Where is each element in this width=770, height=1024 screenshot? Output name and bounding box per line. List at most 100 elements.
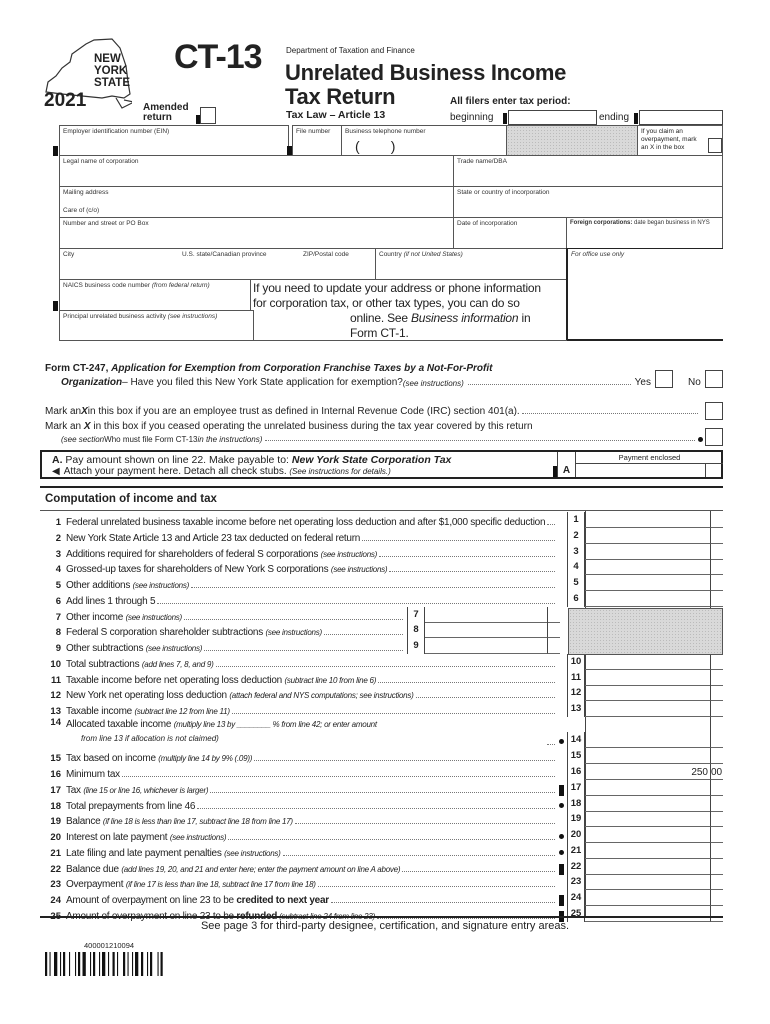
line-16-cents-input[interactable]: 00 xyxy=(710,764,723,780)
line-8-amount-input[interactable] xyxy=(425,622,547,639)
line-1-amount-input[interactable] xyxy=(585,512,710,528)
file-number-field[interactable]: File number xyxy=(292,125,342,156)
line-1-cents-input[interactable] xyxy=(710,512,723,528)
principal-activity-field[interactable]: Principal unrelated business activity (s… xyxy=(59,310,254,341)
line-14-cents-input[interactable] xyxy=(710,732,723,749)
dot-marker xyxy=(698,437,703,442)
foreign-corp-date-field[interactable]: Foreign corporations: date began busines… xyxy=(566,217,723,249)
line-3-amount-input[interactable] xyxy=(585,544,710,560)
line-18-amount-input[interactable] xyxy=(585,796,710,812)
line-5-amount-input[interactable] xyxy=(585,575,710,591)
notice-3a: online. See xyxy=(350,311,411,325)
line-25-amount-input[interactable] xyxy=(585,906,710,922)
date-of-incorporation-field[interactable]: Date of incorporation xyxy=(453,217,567,249)
barcode-bar xyxy=(54,952,58,976)
employee-trust-checkbox[interactable] xyxy=(705,402,723,420)
line-box-number: 2 xyxy=(567,527,585,544)
line-15-cents-input[interactable] xyxy=(710,748,723,765)
line-12-cents-input[interactable] xyxy=(710,685,723,702)
line-21-amount-input[interactable] xyxy=(585,843,710,859)
scan-marker xyxy=(53,146,58,156)
period-beginning-input[interactable] xyxy=(508,110,597,125)
line-13-amount-input[interactable] xyxy=(585,701,710,717)
ceased-operating-checkbox[interactable] xyxy=(705,428,723,446)
line-2-cents-input[interactable] xyxy=(710,527,723,544)
line-8-row: 8 Federal S corporation shareholder subtr… xyxy=(45,622,723,639)
payment-amount-input[interactable] xyxy=(576,464,706,477)
line-10-amount-input[interactable] xyxy=(585,654,710,670)
line-6-amount-input[interactable] xyxy=(585,591,710,607)
line-21-cents-input[interactable] xyxy=(710,842,723,859)
line-11-amount-input[interactable] xyxy=(585,670,710,686)
period-ending-input[interactable] xyxy=(639,110,723,125)
line-7-cents-input[interactable] xyxy=(547,606,560,623)
city-state-zip-field[interactable]: City U.S. state/Canadian province ZIP/Po… xyxy=(59,248,376,280)
line-4-amount-input[interactable] xyxy=(585,559,710,576)
line-3-cents-input[interactable] xyxy=(710,543,723,560)
line-15-amount-input[interactable] xyxy=(585,748,710,765)
street-field[interactable]: Number and street or PO Box xyxy=(59,217,454,249)
line-18-cents-input[interactable] xyxy=(710,795,723,812)
line-17-cents-input[interactable] xyxy=(710,779,723,796)
line-8-cents-input[interactable] xyxy=(547,622,560,639)
notice-line-2: for corporation tax, or other tax types,… xyxy=(253,296,520,310)
line-13-cents-input[interactable] xyxy=(710,701,723,717)
payment-box: A. Pay amount shown on line 22. Make pay… xyxy=(40,450,723,479)
line-19-amount-input[interactable] xyxy=(585,811,710,828)
address-update-notice: If you need to update your address or ph… xyxy=(253,281,541,341)
line-16-row: 16 Minimum tax 16 250 00 xyxy=(45,764,723,780)
ct247-yes-checkbox[interactable] xyxy=(655,370,673,388)
line-6-cents-input[interactable] xyxy=(710,590,723,607)
notice-bottom-border xyxy=(253,310,567,341)
line-4-cents-input[interactable] xyxy=(710,559,723,576)
line-11-cents-input[interactable] xyxy=(710,669,723,686)
no-label: No xyxy=(688,377,701,388)
line-10-cents-input[interactable] xyxy=(710,653,723,670)
line-25-cents-input[interactable] xyxy=(710,905,723,922)
line-2-amount-input[interactable] xyxy=(585,528,710,544)
state-of-incorporation-field[interactable]: State or country of incorporation xyxy=(453,186,723,218)
line-9-cents-input[interactable] xyxy=(547,638,560,654)
line-22-amount-input[interactable] xyxy=(585,859,710,875)
legal-name-field[interactable]: Legal name of corporation xyxy=(59,155,454,187)
line-17-amount-input[interactable] xyxy=(585,780,710,796)
country-text: Country xyxy=(379,251,404,258)
line-23-cents-input[interactable] xyxy=(710,874,723,891)
line-description: Federal S corporation shareholder subtra… xyxy=(66,627,322,638)
amended-label-2: return xyxy=(143,112,172,123)
line-text-part: Taxable income xyxy=(66,706,135,717)
line-24-cents-input[interactable] xyxy=(710,890,723,906)
ein-field[interactable]: Employer identification number (EIN) xyxy=(59,125,289,156)
line-9-amount-input[interactable] xyxy=(425,638,547,654)
naics-field[interactable]: NAICS business code number (from federal… xyxy=(59,279,251,311)
overpayment-checkbox[interactable] xyxy=(708,138,722,153)
line-20-amount-input[interactable] xyxy=(585,827,710,843)
amended-return-checkbox[interactable] xyxy=(200,107,216,124)
line-16-amount-input[interactable]: 250 xyxy=(585,764,710,780)
line-number: 18 xyxy=(50,800,61,812)
payment-cents-input[interactable] xyxy=(706,464,723,477)
line-14-amount-input[interactable] xyxy=(585,732,710,749)
line-7-amount-input[interactable] xyxy=(425,607,547,623)
leader xyxy=(467,384,631,385)
barcode-bar xyxy=(132,952,134,976)
country-field[interactable]: Country (if not United States) xyxy=(375,248,567,280)
line-19-cents-input[interactable] xyxy=(710,811,723,828)
ct247-no-checkbox[interactable] xyxy=(705,370,723,388)
phone-field[interactable]: Business telephone number ( ) xyxy=(341,125,507,156)
foreign-rest: date began business in NYS xyxy=(632,220,710,226)
care-of-label: Care of (c/o) xyxy=(63,207,100,214)
line-14-row: 14 from line 13 if allocation is not clai… xyxy=(45,717,723,749)
line-24-amount-input[interactable] xyxy=(585,890,710,906)
line-description: Allocated taxable income (multiply line … xyxy=(66,717,377,732)
trade-name-field[interactable]: Trade name/DBA xyxy=(453,155,723,187)
line-22-cents-input[interactable] xyxy=(710,858,723,875)
line-12-amount-input[interactable] xyxy=(585,685,710,702)
mailing-address-field[interactable]: Mailing address Care of (c/o) xyxy=(59,186,454,218)
line-20-cents-input[interactable] xyxy=(710,827,723,843)
country-label: Country (if not United States) xyxy=(379,251,463,258)
line-5-cents-input[interactable] xyxy=(710,575,723,591)
barcode-bar xyxy=(99,952,101,976)
business-information-link[interactable]: Business information xyxy=(410,311,519,325)
line-23-amount-input[interactable] xyxy=(585,874,710,891)
